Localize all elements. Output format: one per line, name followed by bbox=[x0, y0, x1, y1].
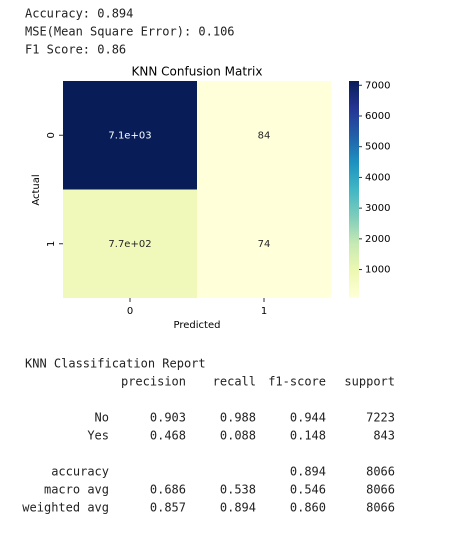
report-cell: 0.088 bbox=[220, 429, 256, 443]
report-cell: 0.988 bbox=[220, 411, 256, 425]
report-row-label: Yes bbox=[87, 429, 109, 443]
heatmap-cell bbox=[63, 189, 197, 298]
report-header: precision bbox=[121, 375, 186, 389]
colorbar-tick-label: 7000 bbox=[365, 80, 390, 91]
y-tick-label: 0 bbox=[46, 132, 57, 138]
report-cell: 0.686 bbox=[150, 483, 186, 497]
report-cell: 0.894 bbox=[220, 501, 256, 515]
report-cell: 0.894 bbox=[290, 465, 326, 479]
heatmap-cell bbox=[197, 81, 331, 190]
report-title: KNN Classification Report bbox=[25, 357, 206, 371]
cell-label: 84 bbox=[258, 130, 271, 141]
report-header: recall bbox=[213, 375, 256, 389]
heatmap-cell bbox=[197, 189, 331, 298]
colorbar-tick-label: 6000 bbox=[365, 111, 390, 122]
x-tick-label: 1 bbox=[261, 306, 267, 317]
report-cell: 0.538 bbox=[220, 483, 256, 497]
report-cell: 7223 bbox=[366, 411, 395, 425]
x-axis-label: Predicted bbox=[174, 320, 221, 331]
y-axis-label: Actual bbox=[31, 174, 42, 205]
report-cell: 0.857 bbox=[150, 501, 186, 515]
text-line: F1 Score: 0.86 bbox=[25, 43, 126, 57]
report-row-label: weighted avg bbox=[22, 501, 109, 515]
report-cell: 0.148 bbox=[290, 429, 326, 443]
colorbar-tick-label: 3000 bbox=[365, 203, 390, 214]
colorbar-tick-label: 5000 bbox=[365, 142, 390, 153]
colorbar-tick-label: 4000 bbox=[365, 172, 390, 183]
report-header: f1-score bbox=[268, 375, 326, 389]
colorbar-tick-label: 2000 bbox=[365, 234, 390, 245]
report-cell: 0.860 bbox=[290, 501, 326, 515]
text-line: Accuracy: 0.894 bbox=[25, 7, 133, 21]
report-header: support bbox=[344, 375, 395, 389]
report-cell: 0.903 bbox=[150, 411, 186, 425]
cell-label: 7.1e+03 bbox=[108, 130, 151, 141]
chart-title: KNN Confusion Matrix bbox=[132, 65, 263, 79]
cell-label: 74 bbox=[258, 239, 271, 250]
x-tick-label: 0 bbox=[127, 306, 133, 317]
report-cell: 8066 bbox=[366, 483, 395, 497]
report-row-label: accuracy bbox=[51, 465, 109, 479]
colorbar-tick-label: 1000 bbox=[365, 265, 390, 276]
report-cell: 8066 bbox=[366, 501, 395, 515]
report-row-label: No bbox=[95, 411, 109, 425]
heatmap-cell bbox=[63, 81, 197, 190]
report-cell: 843 bbox=[373, 429, 395, 443]
report-cell: 8066 bbox=[366, 465, 395, 479]
report-row-label: macro avg bbox=[44, 483, 109, 497]
cell-label: 7.7e+02 bbox=[108, 239, 151, 250]
report-cell: 0.944 bbox=[290, 411, 326, 425]
y-tick-label: 1 bbox=[46, 241, 57, 247]
report-cell: 0.546 bbox=[290, 483, 326, 497]
report-cell: 0.468 bbox=[150, 429, 186, 443]
colorbar bbox=[349, 81, 359, 298]
text-line: MSE(Mean Square Error): 0.106 bbox=[25, 25, 235, 39]
